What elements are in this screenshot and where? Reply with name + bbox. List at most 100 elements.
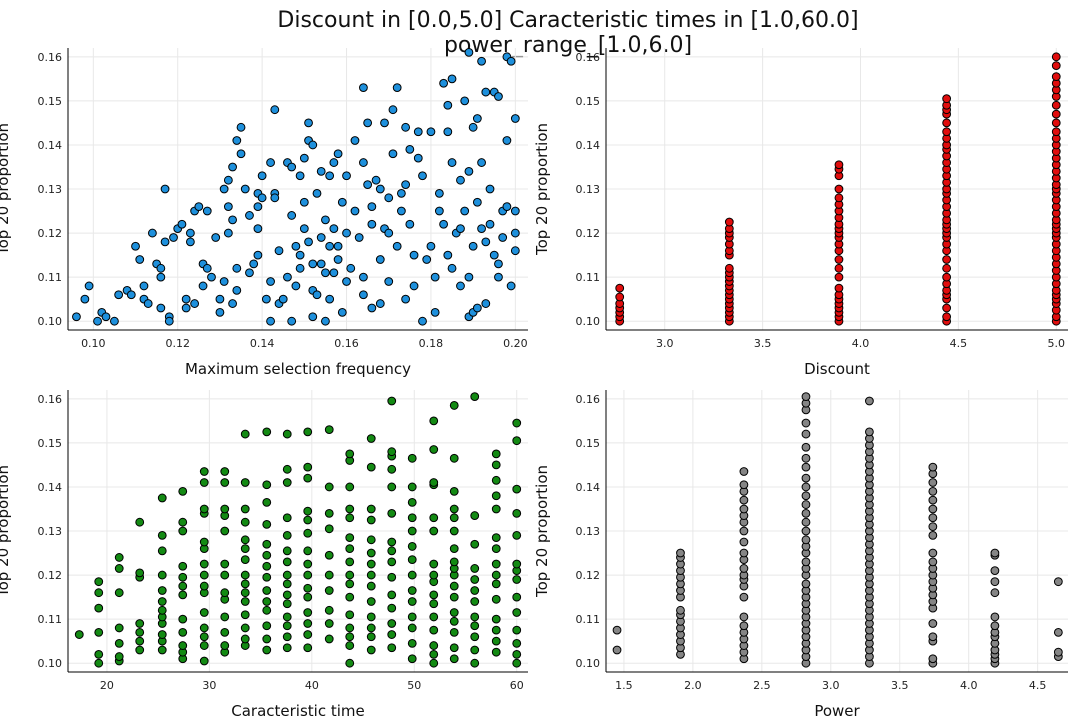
data-point — [470, 621, 480, 631]
data-point — [491, 504, 501, 514]
data-point — [801, 579, 811, 589]
data-point — [449, 453, 459, 463]
data-point — [223, 202, 233, 212]
data-point — [282, 621, 292, 631]
data-point — [114, 290, 124, 300]
data-point — [312, 290, 322, 300]
x-tick-label: 2.5 — [753, 679, 771, 692]
y-axis-label: Top 20 proportion — [533, 465, 551, 598]
data-point — [240, 504, 250, 514]
data-point — [282, 464, 292, 474]
data-point — [380, 118, 389, 128]
data-point — [240, 517, 250, 527]
data-point — [407, 555, 417, 565]
data-point — [366, 462, 376, 472]
data-point — [299, 224, 309, 234]
data-point — [131, 241, 140, 251]
y-tick-label: 0.15 — [38, 437, 63, 450]
data-point — [240, 184, 250, 194]
data-point — [481, 299, 491, 308]
data-point — [240, 588, 250, 598]
data-point — [337, 307, 347, 317]
data-point — [464, 48, 474, 57]
data-point — [80, 294, 90, 304]
data-point — [299, 153, 309, 163]
data-point — [223, 175, 233, 185]
data-point — [261, 294, 271, 304]
data-point — [990, 566, 1000, 576]
data-point — [456, 224, 465, 234]
data-point — [199, 608, 209, 617]
data-point — [1053, 627, 1063, 637]
data-point — [178, 590, 188, 600]
data-point — [156, 272, 166, 282]
data-point — [329, 224, 339, 234]
data-point — [387, 557, 397, 567]
data-point — [359, 158, 368, 167]
data-point — [262, 634, 272, 644]
data-point — [199, 504, 209, 514]
data-point — [470, 597, 480, 606]
data-point — [801, 418, 811, 428]
data-point — [512, 531, 522, 540]
data-point — [240, 544, 250, 554]
data-point — [612, 625, 622, 635]
data-point — [387, 447, 397, 457]
data-point — [366, 504, 376, 514]
data-point — [615, 283, 625, 293]
data-point — [739, 526, 749, 536]
data-point — [470, 658, 480, 668]
data-point — [407, 570, 417, 580]
data-point — [396, 206, 406, 216]
data-point — [928, 619, 938, 628]
data-point — [371, 175, 381, 185]
data-point — [207, 272, 216, 282]
data-point — [387, 603, 397, 613]
data-point — [407, 542, 417, 551]
data-point — [801, 508, 811, 518]
data-point — [366, 515, 376, 525]
data-point — [928, 486, 938, 496]
data-point — [387, 546, 397, 556]
data-point — [366, 570, 376, 580]
data-point — [220, 588, 230, 598]
data-point — [472, 197, 482, 207]
data-point — [942, 118, 952, 128]
data-point — [363, 180, 373, 189]
data-point — [990, 621, 1000, 631]
data-point — [164, 316, 174, 326]
data-point — [94, 577, 104, 587]
data-point — [324, 550, 334, 560]
data-point — [324, 482, 334, 492]
data-point — [456, 175, 465, 185]
data-point — [321, 316, 330, 326]
data-point — [240, 623, 250, 633]
data-point — [460, 206, 470, 216]
data-point — [942, 272, 952, 282]
data-point — [739, 564, 749, 573]
data-point — [262, 586, 272, 595]
data-point — [470, 539, 480, 549]
data-point — [1051, 52, 1061, 62]
data-point — [359, 272, 368, 282]
y-tick-label: 0.12 — [576, 569, 601, 582]
data-point — [429, 478, 439, 487]
y-tick-label: 0.15 — [576, 437, 601, 450]
data-point — [392, 241, 402, 251]
data-point — [157, 630, 167, 639]
data-point — [502, 136, 512, 145]
data-point — [470, 645, 480, 655]
data-point — [303, 515, 313, 525]
data-point — [1051, 118, 1061, 128]
data-point — [282, 546, 292, 556]
data-point — [202, 206, 212, 216]
data-point — [739, 537, 749, 547]
data-point — [240, 555, 250, 565]
data-point — [342, 228, 351, 238]
data-point — [350, 136, 360, 145]
x-tick-label: 3.5 — [754, 337, 772, 350]
data-point — [345, 632, 355, 642]
data-point — [139, 281, 149, 291]
x-axis-label: Maximum selection frequency — [185, 360, 411, 378]
